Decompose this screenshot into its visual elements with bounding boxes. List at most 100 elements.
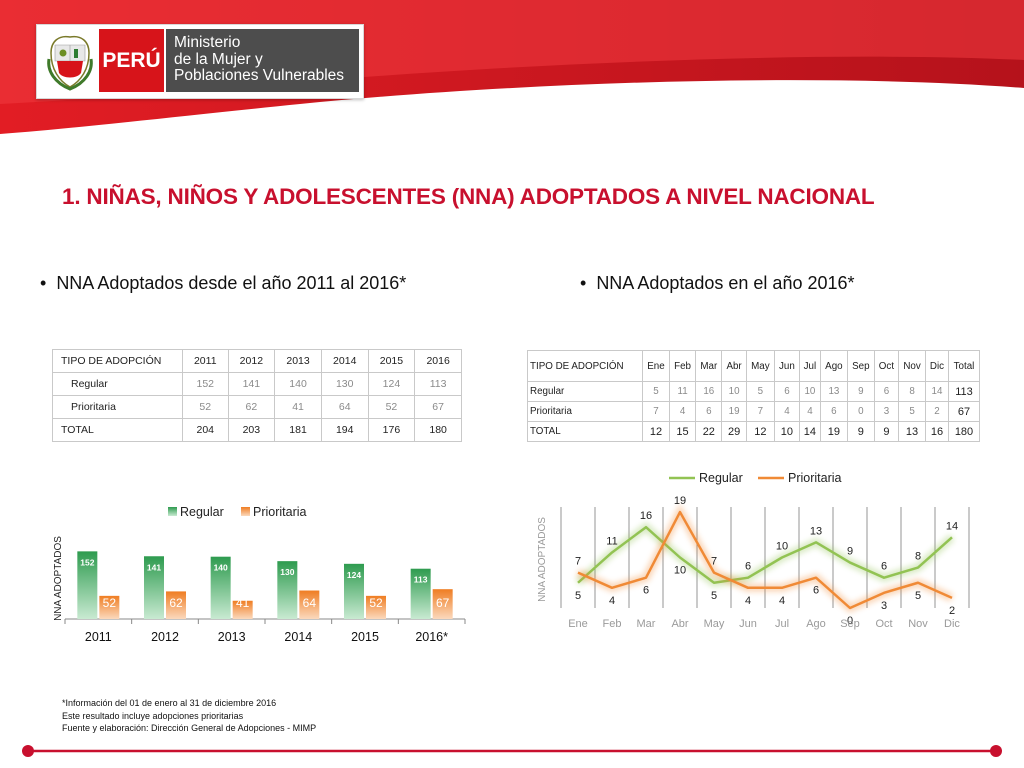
bar-prioritaria (232, 600, 253, 619)
yearly-bar-chart: Regular Prioritaria NNA ADOPTADOS 152 52 2011… (53, 505, 466, 644)
bullet-icon: • (40, 273, 47, 293)
table-cell: 12 (642, 421, 670, 442)
table-row: Prioritaria 7 4 6 19 7 4 4 6 0 3 5 2 67 (527, 401, 981, 422)
x-tick-label: 2012 (151, 630, 179, 644)
bar-prioritaria (432, 589, 453, 619)
data-label-regular: 6 (745, 561, 751, 573)
table-cell: 12 (745, 421, 775, 442)
table-cell: 13 (898, 421, 926, 442)
table-cell: 176 (367, 418, 416, 442)
x-tick-label: Abr (671, 618, 688, 630)
table-cell: 181 (274, 418, 322, 442)
row-label: Prioritaria (52, 395, 183, 419)
y-axis-label: NNA ADOPTADOS (53, 536, 64, 621)
legend-swatch-prioritaria (241, 507, 250, 516)
table-header-cell: 2016 (414, 349, 462, 373)
table-header-cell: 2011 (182, 349, 229, 373)
table-cell: 64 (320, 395, 369, 419)
table-header-cell: Sep (846, 350, 875, 382)
x-tick-label: Jun (739, 618, 757, 630)
x-tick-label: 2013 (218, 630, 246, 644)
table-cell: 62 (227, 395, 276, 419)
data-label-prioritaria: 52 (369, 596, 383, 610)
table-header-cell: Jun (773, 350, 800, 382)
right-subtitle-text: NNA Adoptados en el año 2016* (596, 273, 855, 293)
legend-label-prioritaria: Prioritaria (788, 471, 842, 485)
data-label-prioritaria: 5 (915, 590, 921, 602)
row-label: Regular (52, 372, 183, 396)
table-header-cell: Ago (819, 350, 848, 382)
data-label-prioritaria: 64 (303, 596, 317, 610)
yearly-adoptions-table: TIPO DE ADOPCIÓN 2011 2012 2013 2014 2015 2016… (52, 349, 462, 442)
table-header-cell: 2015 (367, 349, 416, 373)
bar-prioritaria (166, 591, 186, 619)
table-header-cell: Total (947, 350, 981, 382)
table-cell: 16 (925, 421, 949, 442)
row-label: TOTAL (527, 421, 643, 442)
table-cell: 52 (367, 395, 416, 419)
table-cell: 14 (798, 421, 821, 442)
table-cell: 14 (925, 381, 949, 402)
data-label-regular: 10 (776, 541, 788, 553)
footnote-line: *Información del 01 de enero al 31 de di… (62, 698, 277, 708)
table-header-cell: Dic (925, 350, 949, 382)
table-cell: 9 (873, 421, 900, 442)
row-label: Prioritaria (527, 401, 643, 422)
table-cell: 67 (947, 401, 981, 422)
table-cell: 124 (367, 372, 416, 396)
data-label-regular: 130 (280, 567, 294, 577)
table-row: Regular 5 11 16 10 5 6 10 13 9 6 8 14 113 (527, 381, 981, 402)
x-tick-label: May (704, 618, 725, 630)
table-cell: 10 (798, 381, 821, 402)
bar-prioritaria (99, 595, 120, 619)
data-label-regular: 11 (606, 535, 617, 547)
table-cell: 11 (668, 381, 697, 402)
table-header-cell: Ene (642, 350, 670, 382)
x-tick-label: Ene (568, 618, 588, 630)
monthly-line-chart: Regular Prioritaria NNA ADOPTADOS 5 7 11 4 16 6 1… (537, 471, 970, 630)
table-header-cell: Jul (798, 350, 821, 382)
data-label-regular: 9 (847, 546, 853, 558)
table-cell: 5 (898, 401, 926, 422)
data-label-regular: 113 (414, 575, 428, 585)
coat-of-arms-icon (47, 35, 93, 91)
table-cell: 4 (773, 401, 800, 422)
table-cell: 22 (695, 421, 723, 442)
table-cell: 7 (745, 401, 775, 422)
table-cell: 6 (873, 381, 900, 402)
ministry-name: Ministerio de la Mujer y Poblaciones Vul… (166, 29, 359, 92)
table-cell: 52 (182, 395, 229, 419)
bullet-icon: • (580, 273, 587, 293)
x-tick-label: Feb (603, 618, 622, 630)
table-cell: 113 (414, 372, 462, 396)
y-axis-label: NNA ADOPTADOS (537, 517, 548, 602)
x-tick-label: Nov (908, 618, 928, 630)
left-subtitle: • NNA Adoptados desde el año 2011 al 2016… (40, 273, 406, 294)
table-cell: 9 (846, 381, 875, 402)
table-header-cell: Abr (721, 350, 747, 382)
x-tick-label: Sep (840, 618, 860, 630)
table-cell: 180 (414, 418, 462, 442)
table-cell: 204 (182, 418, 229, 442)
table-cell: 6 (695, 401, 723, 422)
table-header-row: TIPO DE ADOPCIÓN 2011 2012 2013 2014 2015 2016 (52, 349, 462, 373)
table-cell: 180 (947, 421, 981, 442)
table-cell: 4 (798, 401, 821, 422)
data-label-regular: 140 (214, 563, 228, 573)
data-label-prioritaria: 52 (103, 596, 117, 610)
legend-label-regular: Regular (699, 471, 743, 485)
legend-swatch-regular (168, 507, 177, 516)
table-cell: 19 (819, 421, 848, 442)
table-header-cell: Nov (898, 350, 926, 382)
data-label-prioritaria: 6 (813, 585, 819, 597)
legend-label-prioritaria: Prioritaria (253, 505, 307, 519)
table-cell: 152 (182, 372, 229, 396)
table-cell: 9 (846, 421, 875, 442)
data-label-prioritaria: 7 (575, 556, 581, 568)
table-header-cell: TIPO DE ADOPCIÓN (52, 349, 183, 373)
ministry-line: de la Mujer y (174, 50, 263, 68)
x-tick-label: 2015 (351, 630, 379, 644)
table-row: Prioritaria 52 62 41 64 52 67 (52, 395, 462, 419)
series-line-regular (577, 525, 953, 584)
data-label-regular: 8 (915, 551, 921, 563)
